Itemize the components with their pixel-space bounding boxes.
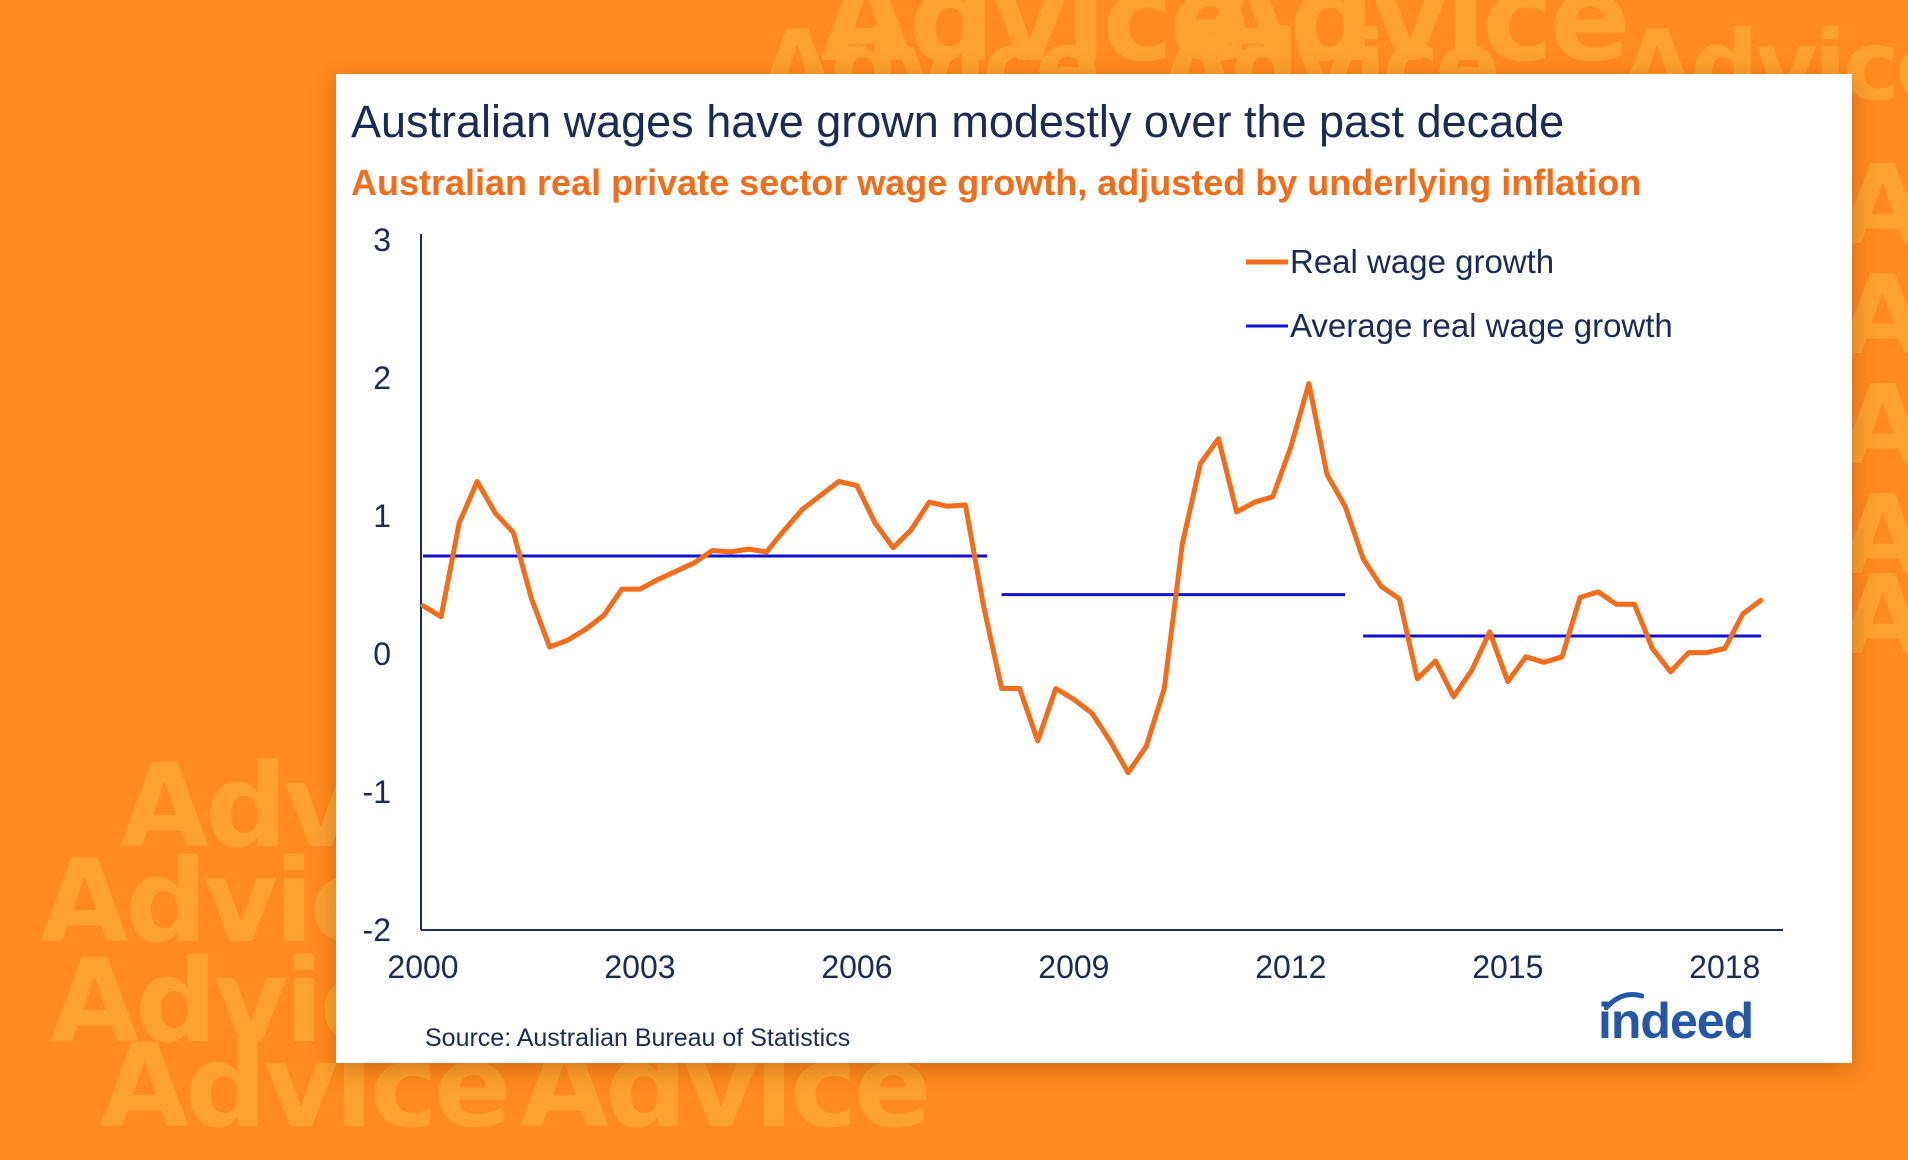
legend-label: Average real wage growth (1290, 307, 1673, 344)
x-tick-label: 2009 (1038, 949, 1109, 985)
y-tick-label: 3 (373, 222, 391, 258)
x-tick-label: 2000 (387, 949, 458, 985)
x-tick-label: 2018 (1689, 949, 1760, 985)
y-tick-label: 1 (373, 498, 391, 534)
y-tick-label: 0 (373, 636, 391, 672)
source-note: Source: Australian Bureau of Statistics (425, 1024, 851, 1052)
x-tick-label: 2006 (821, 949, 892, 985)
y-tick-label: -2 (363, 912, 391, 948)
chart-title: Australian wages have grown modestly ove… (351, 96, 1565, 147)
legend: Real wage growth Average real wage growth (1246, 243, 1673, 344)
y-tick-label: 2 (373, 360, 391, 396)
background-watermark: Advice (1200, 0, 1631, 89)
logo-text: indeed (1598, 993, 1754, 1049)
x-tick-label: 2003 (604, 949, 675, 985)
indeed-logo: indeed (1598, 992, 1784, 1054)
background-watermark: Advice (820, 0, 1251, 89)
x-tick-label: 2012 (1255, 949, 1326, 985)
y-tick-label: -1 (363, 774, 391, 810)
x-tick-label: 2015 (1472, 949, 1543, 985)
chart-card: Australian wages have grown modestly ove… (336, 74, 1852, 1063)
series (420, 381, 1764, 776)
real-wage-line (420, 381, 1764, 776)
legend-label: Real wage growth (1290, 243, 1554, 280)
logo-arc-icon (1604, 992, 1644, 1010)
chart-subtitle: Australian real private sector wage grow… (351, 162, 1642, 203)
